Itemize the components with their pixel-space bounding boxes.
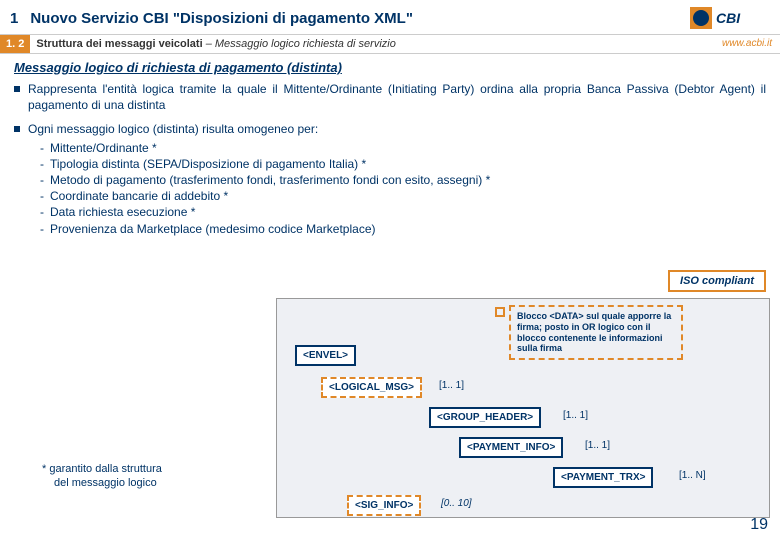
sub-e: Data richiesta esecuzione * [50,204,195,220]
card-group: [1.. 1] [563,410,588,421]
logical-msg-box: <LOGICAL_MSG> [321,377,422,398]
envel-box: <ENVEL> [295,345,356,366]
card-logical: [1.. 1] [439,380,464,391]
sub-a: Mittente/Ordinante * [50,140,157,156]
footnote: * garantito dalla struttura del messaggi… [42,462,162,491]
sig-info-box: <SIG_INFO> [347,495,421,516]
section-title-bar: Struttura dei messaggi veicolati – Messa… [30,35,714,53]
group-header-box: <GROUP_HEADER> [429,407,541,428]
sublist: -Mittente/Ordinante * -Tipologia distint… [28,140,490,237]
diagram-note: Blocco <DATA> sul quale apporre la firma… [509,305,683,360]
chapter-title: Nuovo Servizio CBI "Disposizioni di paga… [30,10,690,27]
card-payment-info: [1.. 1] [585,440,610,451]
site-url: www.acbi.it [714,35,780,53]
bullet-icon [14,86,20,92]
card-payment-trx: [1.. N] [679,470,706,481]
cbi-logo: CBI [690,6,770,30]
payment-info-box: <PAYMENT_INFO> [459,437,563,458]
page-title: Messaggio logico di richiesta di pagamen… [14,60,766,75]
payment-trx-box: <PAYMENT_TRX> [553,467,653,488]
section-number: 1. 2 [0,35,30,53]
sub-f: Provenienza da Marketplace (medesimo cod… [50,221,375,237]
footnote-line1: * garantito dalla struttura [42,463,162,475]
bullet-2: Ogni messaggio logico (distinta) risulta… [14,121,766,236]
logo-icon [690,7,712,29]
bullet-1-text: Rappresenta l'entità logica tramite la q… [28,81,766,113]
chapter-number: 1 [10,10,18,27]
sub-b: Tipologia distinta (SEPA/Disposizione di… [50,156,366,172]
footnote-line2: del messaggio logico [54,477,157,489]
bullet-icon [14,126,20,132]
legend-dashed-icon [495,307,505,317]
sub-d: Coordinate bancarie di addebito * [50,188,228,204]
section-rest: – Messaggio logico richiesta di servizio [203,38,396,50]
page-number: 19 [750,516,768,534]
section-bold: Struttura dei messaggi veicolati [36,38,202,50]
bullet-2-text: Ogni messaggio logico (distinta) risulta… [28,121,490,236]
xml-structure-diagram: Blocco <DATA> sul quale apporre la firma… [276,298,770,518]
card-sig: [0.. 10] [441,498,472,509]
bullet-2-intro: Ogni messaggio logico (distinta) risulta… [28,122,318,136]
logo-text: CBI [716,10,740,26]
bullet-1: Rappresenta l'entità logica tramite la q… [14,81,766,113]
subheader-bar: 1. 2 Struttura dei messaggi veicolati – … [0,34,780,54]
sub-c: Metodo di pagamento (trasferimento fondi… [50,172,490,188]
iso-compliant-badge: ISO compliant [668,270,766,292]
